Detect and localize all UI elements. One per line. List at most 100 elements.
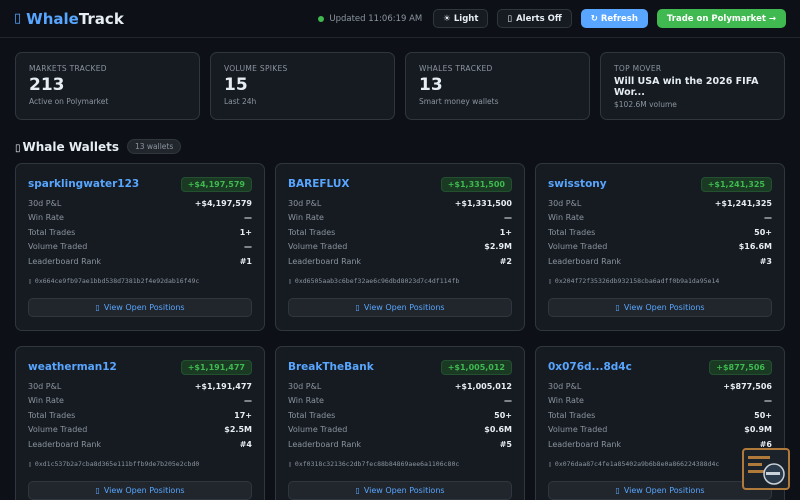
alerts-toggle-label: Alerts Off	[516, 13, 562, 24]
row-label: Total Trades	[548, 227, 596, 237]
stat-top-mover[interactable]: TOP MOVER Will USA win the 2026 FIFA Wor…	[600, 52, 785, 120]
volume-row: Volume Traded $0.6M	[288, 423, 512, 438]
row-label: Volume Traded	[28, 425, 88, 435]
wallet-address[interactable]: ▯ 0xf0318c32136c2db7fec88b84869aee6a1106c…	[288, 460, 512, 468]
logo-whale-text: Whale	[26, 9, 79, 28]
volume-row: Volume Traded —	[28, 240, 252, 255]
row-label: 30d P&L	[548, 381, 582, 391]
row-label: Leaderboard Rank	[288, 439, 362, 449]
row-value: —	[764, 213, 772, 223]
section-title: ▯ Whale Wallets	[15, 140, 119, 154]
row-label: Leaderboard Rank	[288, 256, 362, 266]
positions-label: View Open Positions	[363, 303, 445, 312]
floating-widget-icon[interactable]	[742, 448, 790, 490]
row-value: #5	[499, 439, 512, 449]
positions-icon: ▯	[615, 486, 620, 495]
copy-icon: ▯	[548, 276, 552, 285]
row-label: Win Rate	[548, 213, 584, 223]
positions-icon: ▯	[615, 303, 620, 312]
chat-widget-icon	[748, 456, 785, 485]
pnl-badge: +$1,331,500	[440, 176, 512, 192]
volume-row: Volume Traded $16.6M	[548, 240, 772, 255]
wallet-card: weatherman12 +$1,191,477 30d P&L +$1,191,…	[15, 346, 265, 500]
stat-label: TOP MOVER	[614, 64, 662, 73]
trade-on-polymarket-button[interactable]: Trade on Polymarket →	[656, 9, 786, 28]
top-bar: ▯ Whale Track Updated 11:06:19 AM ☀ Ligh…	[0, 0, 800, 38]
wallet-address-text: 0xd1c537b2a7cba8d365e111bffb9de7b205e2cb…	[34, 459, 200, 468]
row-value: —	[504, 213, 512, 223]
view-open-positions-button[interactable]: ▯ View Open Positions	[548, 481, 772, 500]
view-open-positions-button[interactable]: ▯ View Open Positions	[28, 481, 252, 500]
logo-track-text: Track	[78, 9, 124, 28]
view-open-positions-button[interactable]: ▯ View Open Positions	[288, 481, 512, 500]
row-value: $2.5M	[224, 425, 252, 435]
refresh-button[interactable]: ↻ Refresh	[580, 9, 648, 28]
row-value: 1+	[239, 227, 252, 237]
rank-row: Leaderboard Rank #5	[288, 437, 512, 452]
pnl-row: 30d P&L +$1,005,012	[288, 379, 512, 394]
row-value: 50+	[754, 410, 772, 420]
row-label: Total Trades	[28, 227, 76, 237]
total-trades-row: Total Trades 50+	[288, 408, 512, 423]
wallet-card: BAREFLUX +$1,331,500 30d P&L +$1,331,500 …	[275, 163, 525, 331]
wallet-name-link[interactable]: BreakTheBank	[288, 361, 374, 373]
stat-sub: Active on Polymarket	[29, 97, 109, 106]
row-value: #4	[239, 439, 252, 449]
row-label: Total Trades	[548, 410, 596, 420]
wallet-name-link[interactable]: swisstony	[548, 178, 607, 190]
app-logo[interactable]: ▯ Whale Track	[14, 10, 124, 28]
rank-row: Leaderboard Rank #4	[28, 437, 252, 452]
row-value: —	[504, 396, 512, 406]
bell-icon: ▯	[507, 13, 513, 24]
view-open-positions-button[interactable]: ▯ View Open Positions	[28, 298, 252, 317]
pnl-badge: +$4,197,579	[180, 176, 252, 192]
row-value: —	[244, 242, 252, 252]
stat-label: MARKETS TRACKED	[29, 64, 107, 73]
wallet-address[interactable]: ▯ 0x204f72f35326db932158cba6adff0b9a1da95…	[548, 277, 772, 285]
copy-icon: ▯	[548, 459, 552, 468]
stat-whales-tracked: WHALES TRACKED 13 Smart money wallets	[405, 52, 590, 120]
wallet-card: BreakTheBank +$1,005,012 30d P&L +$1,005,…	[275, 346, 525, 500]
row-value: 50+	[754, 227, 772, 237]
row-label: Win Rate	[288, 213, 324, 223]
row-value: +$1,331,500	[454, 198, 512, 208]
positions-icon: ▯	[95, 486, 100, 495]
wallet-name-link[interactable]: weatherman12	[28, 361, 117, 373]
row-value: —	[244, 396, 252, 406]
whale-wallets-heading: ▯ Whale Wallets 13 wallets	[15, 139, 182, 154]
row-label: Win Rate	[28, 396, 64, 406]
row-label: Volume Traded	[288, 242, 348, 252]
stat-sub: Smart money wallets	[419, 97, 499, 106]
pnl-badge: +$1,191,477	[180, 359, 252, 375]
row-value: +$877,506	[723, 381, 772, 391]
row-label: Total Trades	[288, 410, 336, 420]
wallet-name-link[interactable]: 0x076d...8d4c	[548, 361, 632, 373]
stats-row: MARKETS TRACKED 213 Active on Polymarket…	[15, 52, 785, 120]
wallet-name-link[interactable]: sparklingwater123	[28, 178, 140, 190]
wallet-address[interactable]: ▯ 0xd6505aab3c6bef32ae6c96dbd8023d7c4df11…	[288, 277, 512, 285]
pnl-badge: +$877,506	[709, 359, 772, 375]
pnl-row: 30d P&L +$1,331,500	[288, 196, 512, 211]
wallet-address[interactable]: ▯ 0xd1c537b2a7cba8d365e111bffb9de7b205e2c…	[28, 460, 252, 468]
wallet-address-text: 0xf0318c32136c2db7fec88b84869aee6a1106c8…	[294, 459, 460, 468]
positions-label: View Open Positions	[623, 303, 705, 312]
volume-row: Volume Traded $0.9M	[548, 423, 772, 438]
theme-toggle-button[interactable]: ☀ Light	[433, 9, 489, 28]
positions-label: View Open Positions	[363, 486, 445, 495]
alerts-toggle-button[interactable]: ▯ Alerts Off	[497, 9, 572, 28]
row-value: $16.6M	[738, 242, 772, 252]
wallet-count-badge: 13 wallets	[126, 139, 182, 154]
win-rate-row: Win Rate —	[548, 394, 772, 409]
live-status-dot	[318, 15, 325, 22]
wallet-name-link[interactable]: BAREFLUX	[288, 178, 350, 190]
win-rate-row: Win Rate —	[548, 211, 772, 226]
view-open-positions-button[interactable]: ▯ View Open Positions	[288, 298, 512, 317]
row-value: 17+	[234, 410, 252, 420]
row-value: —	[244, 213, 252, 223]
row-value: 1+	[499, 227, 512, 237]
wallet-address[interactable]: ▯ 0x664ce9fb97ae1bbd538d7381b2f4e92dab16f…	[28, 277, 252, 285]
wallet-address[interactable]: ▯ 0x076daa87c4fe1a85402a9b6b8e0a866224388…	[548, 460, 772, 468]
view-open-positions-button[interactable]: ▯ View Open Positions	[548, 298, 772, 317]
row-label: Win Rate	[28, 213, 64, 223]
stat-volume-spikes: VOLUME SPIKES 15 Last 24h	[210, 52, 395, 120]
